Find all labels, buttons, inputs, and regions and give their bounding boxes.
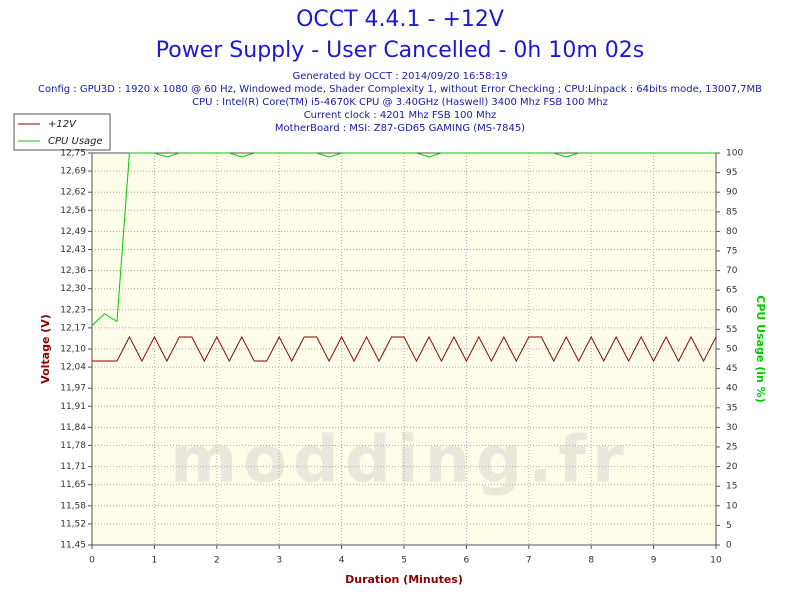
x-tick-label: 9 [651, 556, 657, 566]
y2-tick-label: 30 [726, 423, 738, 433]
x-tick-label: 6 [464, 556, 470, 566]
y2-tick-label: 60 [726, 305, 738, 315]
y2-tick-label: 40 [726, 384, 738, 394]
y-tick-label: 12,10 [60, 345, 86, 355]
y-tick-label: 12,62 [60, 188, 86, 198]
info-line: MotherBoard : MSI: Z87-GD65 GAMING (MS-7… [275, 123, 525, 134]
y-tick-label: 12,23 [60, 305, 86, 315]
y2-tick-label: 15 [726, 482, 737, 492]
y-tick-label: 11,78 [60, 441, 86, 451]
y2-tick-label: 20 [726, 462, 738, 472]
y-tick-label: 11,58 [60, 501, 86, 511]
x-tick-label: 1 [152, 556, 158, 566]
y-tick-label: 11,97 [60, 384, 86, 394]
y-tick-label: 11,45 [60, 541, 86, 551]
x-tick-label: 2 [214, 556, 220, 566]
x-tick-label: 4 [339, 556, 345, 566]
y-tick-label: 11,91 [60, 402, 86, 412]
chart-subtitle: Power Supply - User Cancelled - 0h 10m 0… [156, 38, 644, 63]
y2-tick-label: 0 [726, 541, 732, 551]
chart-title: OCCT 4.4.1 - +12V [296, 7, 504, 32]
y2-tick-label: 85 [726, 207, 737, 217]
y2-tick-label: 35 [726, 403, 737, 413]
y-tick-label: 12,56 [60, 206, 86, 216]
y-tick-label: 12,75 [60, 149, 86, 159]
watermark: modding.fr [170, 424, 629, 498]
y-tick-label: 12,36 [60, 266, 86, 276]
x-tick-label: 0 [89, 556, 95, 566]
y2-tick-label: 55 [726, 325, 737, 335]
y2-tick-label: 80 [726, 227, 738, 237]
x-tick-label: 7 [526, 556, 532, 566]
info-line: Generated by OCCT : 2014/09/20 16:58:19 [292, 71, 507, 82]
y2-tick-label: 90 [726, 188, 738, 198]
y2-tick-label: 45 [726, 364, 737, 374]
y2-tick-label: 50 [726, 345, 738, 355]
y-tick-label: 12,30 [60, 284, 86, 294]
y-tick-label: 12,17 [60, 323, 86, 333]
y2-tick-label: 95 [726, 168, 737, 178]
series-line [91, 152, 716, 326]
y-tick-label: 11,71 [60, 462, 86, 472]
x-tick-label: 3 [276, 556, 282, 566]
info-line: Current clock : 4201 Mhz FSB 100 Mhz [304, 110, 497, 121]
legend-label: CPU Usage [48, 136, 103, 147]
y-tick-label: 12,49 [60, 227, 86, 237]
y-tick-label: 12,43 [60, 245, 86, 255]
x-axis-label: Duration (Minutes) [345, 573, 463, 586]
y-tick-label: 12,69 [60, 167, 86, 177]
info-line: Config : GPU3D : 1920 x 1080 @ 60 Hz, Wi… [38, 84, 762, 95]
x-tick-label: 8 [588, 556, 594, 566]
legend [13, 113, 111, 151]
y2-tick-label: 100 [726, 149, 743, 159]
y-tick-label: 11,65 [60, 480, 86, 490]
y2-tick-label: 70 [726, 266, 738, 276]
y2-tick-label: 10 [726, 501, 738, 511]
y2-tick-label: 65 [726, 286, 737, 296]
info-line: CPU : Intel(R) Core(TM) i5-4670K CPU @ 3… [192, 97, 608, 108]
y-tick-label: 11,52 [60, 519, 86, 529]
x-tick-label: 10 [710, 556, 722, 566]
y-axis-label: Voltage (V) [39, 314, 52, 384]
y2-axis-label: CPU Usage (in %) [754, 295, 767, 402]
y2-tick-label: 5 [726, 521, 732, 531]
y2-tick-label: 25 [726, 443, 737, 453]
y-tick-label: 11,84 [60, 423, 86, 433]
legend-label: +12V [48, 119, 77, 130]
y-tick-label: 12,04 [60, 363, 86, 373]
x-tick-label: 5 [401, 556, 407, 566]
series-line [92, 335, 717, 363]
y2-tick-label: 75 [726, 247, 737, 257]
